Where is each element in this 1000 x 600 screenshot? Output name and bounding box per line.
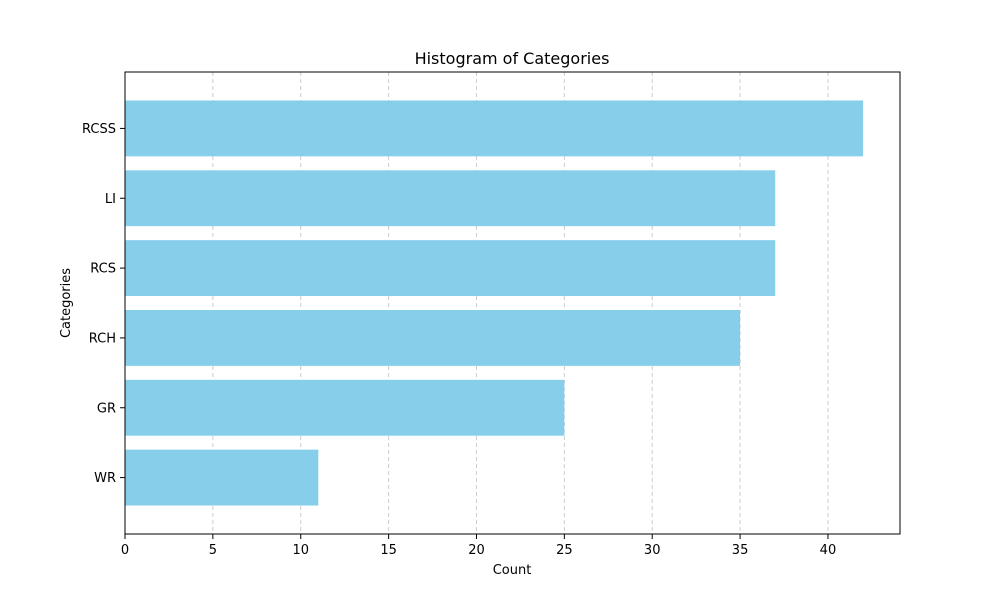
y-tick-label: LI	[105, 192, 116, 207]
bars-layer	[125, 100, 864, 506]
x-tick-label: 5	[209, 543, 217, 558]
bar-gr	[125, 379, 565, 436]
x-tick-label: 15	[380, 543, 397, 558]
bar-rcs	[125, 240, 776, 297]
plot-frame	[124, 71, 901, 535]
y-axis-title: Categories	[59, 268, 74, 338]
bar-rcss	[125, 100, 864, 157]
x-axis-title: Count	[493, 563, 532, 578]
y-tick-label: RCSS	[82, 122, 116, 137]
y-tick-label: RCH	[89, 331, 116, 346]
x-tick-label: 30	[644, 543, 661, 558]
y-tick-label: GR	[97, 401, 116, 416]
bar-li	[125, 170, 776, 227]
x-tick-label: 20	[468, 543, 485, 558]
x-tick-label: 10	[292, 543, 309, 558]
x-axis: 0 5 10 15 20 25 30 35 40	[121, 534, 836, 558]
x-tick-label: 0	[121, 543, 129, 558]
bar-rch	[125, 309, 741, 366]
x-tick-label: 40	[820, 543, 837, 558]
y-tick-label: WR	[94, 471, 116, 486]
x-tick-label: 25	[556, 543, 573, 558]
bar-wr	[125, 449, 319, 506]
y-tick-label: RCS	[90, 262, 116, 277]
x-tick-label: 35	[732, 543, 749, 558]
y-axis: WR GR RCH RCS LI RCSS	[82, 122, 125, 486]
chart-title: Histogram of Categories	[415, 49, 610, 68]
